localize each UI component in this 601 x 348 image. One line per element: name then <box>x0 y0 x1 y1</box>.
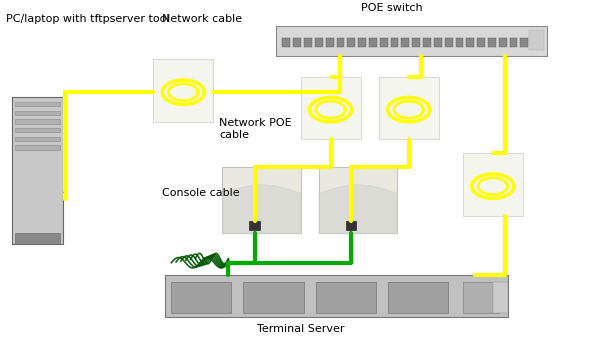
FancyBboxPatch shape <box>15 102 60 106</box>
FancyBboxPatch shape <box>463 153 523 216</box>
FancyBboxPatch shape <box>15 128 60 132</box>
FancyBboxPatch shape <box>316 282 376 313</box>
FancyBboxPatch shape <box>293 38 301 47</box>
FancyBboxPatch shape <box>243 282 304 313</box>
FancyBboxPatch shape <box>379 77 439 139</box>
FancyBboxPatch shape <box>15 111 60 115</box>
FancyBboxPatch shape <box>15 145 60 150</box>
FancyBboxPatch shape <box>445 38 453 47</box>
Text: Console cable: Console cable <box>162 188 240 198</box>
FancyBboxPatch shape <box>423 38 431 47</box>
FancyBboxPatch shape <box>520 38 528 47</box>
FancyBboxPatch shape <box>391 38 398 47</box>
FancyBboxPatch shape <box>463 282 499 313</box>
FancyBboxPatch shape <box>531 38 539 47</box>
FancyBboxPatch shape <box>466 38 474 47</box>
FancyBboxPatch shape <box>276 26 547 56</box>
FancyBboxPatch shape <box>326 38 334 47</box>
FancyBboxPatch shape <box>412 38 420 47</box>
FancyBboxPatch shape <box>304 38 312 47</box>
FancyBboxPatch shape <box>488 38 496 47</box>
Text: PC/laptop with tftpserver tool: PC/laptop with tftpserver tool <box>6 14 169 24</box>
FancyBboxPatch shape <box>12 97 63 244</box>
Text: Network POE
cable: Network POE cable <box>219 118 292 140</box>
FancyBboxPatch shape <box>171 282 231 313</box>
FancyBboxPatch shape <box>315 38 323 47</box>
FancyBboxPatch shape <box>369 38 377 47</box>
FancyBboxPatch shape <box>493 282 508 313</box>
FancyBboxPatch shape <box>165 275 508 317</box>
FancyBboxPatch shape <box>346 221 356 230</box>
FancyBboxPatch shape <box>529 30 544 50</box>
FancyBboxPatch shape <box>388 282 448 313</box>
FancyBboxPatch shape <box>319 167 397 233</box>
FancyBboxPatch shape <box>510 38 517 47</box>
FancyBboxPatch shape <box>15 233 60 244</box>
FancyBboxPatch shape <box>456 38 463 47</box>
FancyBboxPatch shape <box>358 38 366 47</box>
Text: Terminal Server: Terminal Server <box>257 324 344 334</box>
Text: Network cable: Network cable <box>162 14 242 24</box>
FancyBboxPatch shape <box>401 38 409 47</box>
FancyBboxPatch shape <box>434 38 442 47</box>
FancyBboxPatch shape <box>249 221 260 230</box>
FancyBboxPatch shape <box>15 119 60 124</box>
FancyBboxPatch shape <box>222 167 300 233</box>
FancyBboxPatch shape <box>153 59 213 122</box>
Text: POE switch: POE switch <box>361 3 423 14</box>
FancyBboxPatch shape <box>15 137 60 141</box>
FancyBboxPatch shape <box>337 38 344 47</box>
FancyBboxPatch shape <box>300 77 361 139</box>
FancyBboxPatch shape <box>347 38 355 47</box>
FancyBboxPatch shape <box>282 38 290 47</box>
FancyBboxPatch shape <box>477 38 485 47</box>
FancyBboxPatch shape <box>380 38 388 47</box>
FancyBboxPatch shape <box>499 38 507 47</box>
